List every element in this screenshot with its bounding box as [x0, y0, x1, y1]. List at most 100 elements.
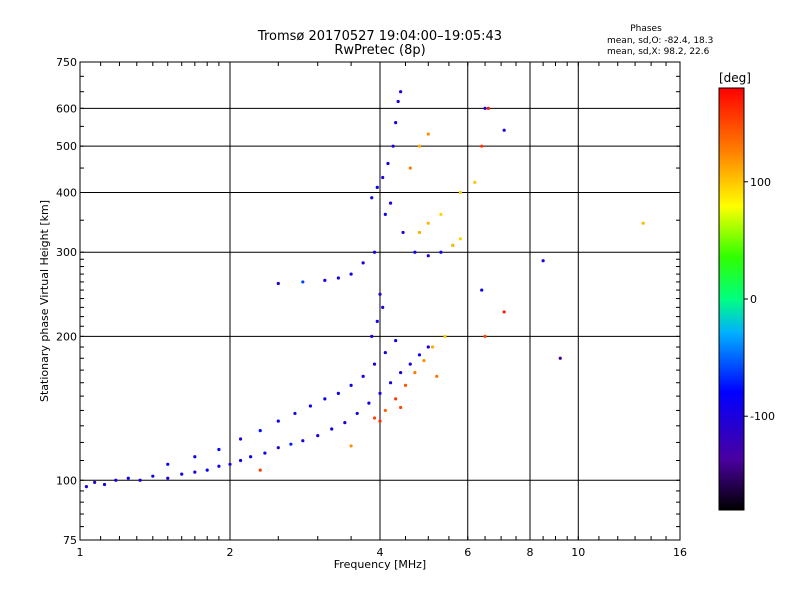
data-point — [443, 334, 447, 338]
y-tick-label: 100 — [56, 474, 77, 487]
data-point — [361, 261, 365, 265]
data-point — [217, 464, 221, 468]
y-tick-label: 500 — [56, 140, 77, 153]
y-tick-label: 200 — [56, 330, 77, 343]
data-point — [93, 480, 97, 484]
data-point — [541, 259, 545, 263]
data-point — [166, 462, 170, 466]
data-point — [408, 362, 412, 366]
data-point — [355, 411, 359, 416]
data-point — [422, 358, 426, 363]
stats-x-line: mean, sd,X: 98.2, 22.6 — [607, 47, 710, 57]
chart-title: Tromsø 20170527 19:04:00–19:05:43 — [257, 29, 502, 44]
data-point — [114, 478, 118, 482]
data-point — [641, 221, 645, 225]
data-point — [349, 383, 353, 387]
data-point — [480, 144, 484, 148]
data-point — [426, 132, 430, 136]
y-tick-label: 600 — [56, 102, 77, 115]
data-point — [84, 485, 88, 489]
y-axis-ticks: 75 100 200 300 400 500 600 750 — [56, 56, 680, 547]
data-points — [84, 90, 645, 489]
data-point — [375, 185, 379, 189]
y-tick-label: 75 — [63, 534, 77, 547]
data-point — [258, 429, 262, 433]
data-point — [413, 370, 417, 375]
data-point — [502, 310, 506, 314]
grid-lines — [80, 62, 680, 540]
colorbar — [718, 87, 745, 511]
x-tick-label: 2 — [227, 546, 234, 559]
data-point — [502, 128, 506, 132]
stats-heading: Phases — [630, 24, 662, 34]
data-point — [367, 401, 371, 405]
data-point — [430, 345, 435, 349]
data-point — [323, 278, 327, 282]
data-point — [381, 175, 385, 180]
data-point — [388, 201, 393, 205]
data-point — [349, 444, 353, 448]
data-point — [396, 99, 400, 104]
data-point — [370, 334, 374, 338]
x-tick-label: 6 — [464, 546, 471, 559]
data-point — [126, 476, 130, 480]
data-point — [375, 319, 379, 323]
data-point — [417, 144, 422, 148]
data-point — [383, 350, 387, 355]
data-point — [408, 166, 412, 170]
data-point — [439, 212, 443, 216]
data-point — [399, 90, 403, 94]
data-point — [458, 237, 463, 241]
data-point — [413, 250, 417, 254]
data-point — [138, 478, 142, 482]
data-point — [308, 404, 313, 408]
data-point — [426, 221, 430, 225]
data-point — [217, 447, 221, 452]
x-tick-label: 4 — [377, 546, 384, 559]
x-tick-label: 10 — [571, 546, 585, 559]
data-point — [323, 397, 327, 401]
data-point — [558, 356, 562, 360]
data-point — [372, 250, 377, 254]
data-point — [394, 397, 398, 401]
data-point — [451, 243, 455, 248]
data-point — [301, 439, 305, 443]
data-point — [193, 455, 197, 459]
y-tick-label: 300 — [56, 246, 77, 259]
colorbar-tick-label: 100 — [750, 176, 771, 189]
data-point — [483, 106, 487, 110]
data-point — [473, 180, 477, 184]
x-tick-label: 8 — [527, 546, 534, 559]
data-point — [480, 288, 484, 292]
data-point — [316, 434, 320, 438]
colorbar-tick-label: -100 — [750, 410, 775, 423]
data-point — [372, 416, 377, 420]
data-point — [249, 455, 253, 459]
data-point — [180, 472, 184, 476]
data-point — [293, 411, 297, 416]
data-point — [349, 272, 353, 276]
colorbar-tick-label: 0 — [750, 293, 757, 306]
x-tick-label: 16 — [673, 546, 687, 559]
data-point — [403, 383, 408, 387]
x-axis-label: Frequency [MHz] — [334, 558, 426, 571]
colorbar-label: [deg] — [719, 71, 751, 85]
data-point — [238, 458, 243, 463]
stats-o-line: mean, sd,O: -82.4, 18.3 — [607, 36, 713, 46]
data-point — [386, 161, 390, 166]
data-point — [370, 196, 374, 200]
data-point — [417, 353, 422, 357]
colorbar-ticks: 100 0 -100 — [744, 176, 775, 423]
data-point — [417, 230, 422, 235]
data-point — [401, 230, 405, 235]
data-point — [426, 345, 430, 349]
data-point — [388, 381, 393, 385]
data-point — [102, 482, 107, 487]
data-point — [258, 468, 262, 472]
data-point — [336, 391, 340, 395]
data-point — [238, 437, 243, 441]
data-point — [383, 212, 387, 216]
data-point — [399, 405, 403, 410]
data-point — [276, 281, 280, 286]
data-point — [151, 474, 155, 478]
